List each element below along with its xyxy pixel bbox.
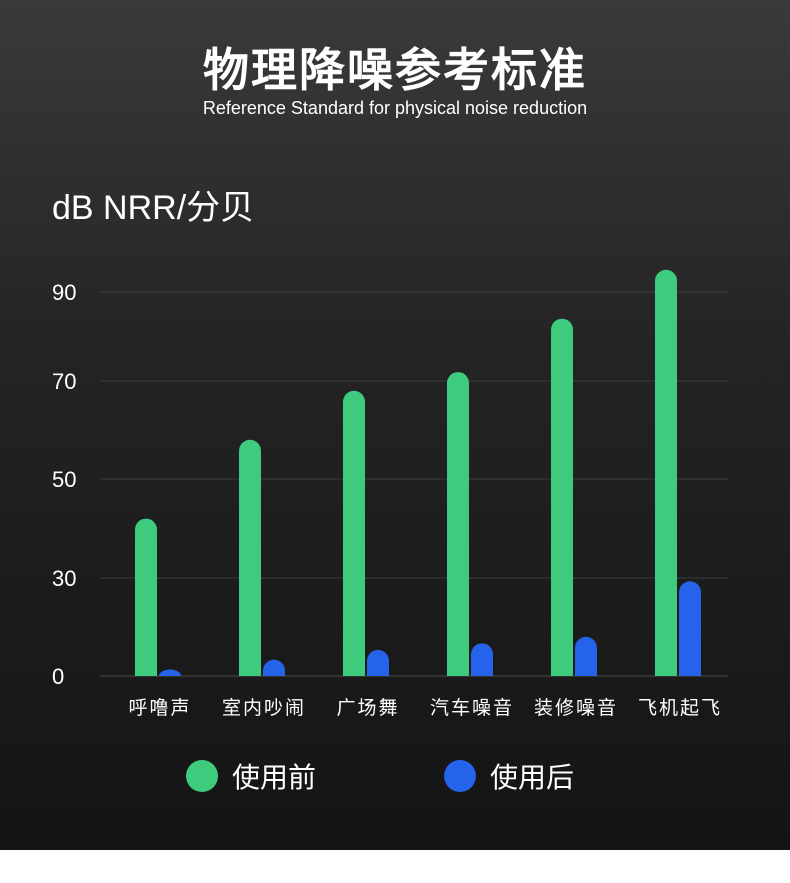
legend-swatch-after (444, 760, 476, 792)
legend-swatch-before (186, 760, 218, 792)
y-axis-label: dB NRR/分贝 (52, 189, 255, 227)
bar-before (551, 318, 573, 676)
y-tick-label: 0 (52, 664, 64, 689)
legend-item-after: 使用后 (444, 756, 574, 796)
y-tick-label: 70 (52, 369, 76, 394)
bar-after (367, 649, 389, 676)
bar-before (343, 390, 365, 676)
legend-label-before: 使用前 (232, 761, 317, 794)
legend-label-after: 使用后 (490, 761, 575, 794)
bar-after (679, 581, 701, 676)
x-tick-label: 广场舞 (336, 697, 399, 719)
y-tick-label: 30 (52, 566, 76, 591)
page-title: 物理降噪参考标准 (203, 43, 587, 97)
x-tick-label: 飞机起飞 (638, 697, 722, 719)
bar-after (263, 659, 285, 676)
bar-before (655, 269, 677, 676)
x-tick-label: 室内吵闹 (222, 697, 306, 719)
y-tick-label: 50 (52, 467, 76, 492)
bar-after (471, 643, 493, 676)
chart-panel: 物理降噪参考标准 Reference Standard for physical… (0, 0, 790, 850)
legend-item-before: 使用前 (186, 756, 316, 796)
page-subtitle: Reference Standard for physical noise re… (202, 98, 588, 118)
x-tick-label: 呼噜声 (128, 697, 191, 719)
bar-after (575, 636, 597, 676)
x-tick-label: 汽车噪音 (430, 697, 514, 719)
bar-after (159, 669, 181, 676)
bar-chart: 0 30 50 70 90 呼噜声 室内吵闹 广场舞 汽车噪音 装修噪音 飞机起飞 (52, 269, 728, 719)
y-tick-label: 90 (52, 280, 76, 305)
x-tick-label: 装修噪音 (534, 697, 618, 719)
bar-before (239, 439, 261, 676)
bar-before (447, 372, 469, 676)
bar-before (135, 518, 157, 676)
